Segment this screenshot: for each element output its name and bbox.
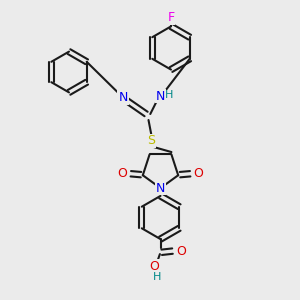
Text: H: H	[153, 272, 162, 282]
Text: N: N	[156, 89, 165, 103]
Text: H: H	[165, 90, 174, 100]
Text: F: F	[167, 11, 175, 24]
Text: S: S	[148, 134, 155, 148]
Text: O: O	[150, 260, 159, 273]
Text: N: N	[156, 182, 165, 195]
Text: O: O	[194, 167, 203, 180]
Text: O: O	[118, 167, 127, 180]
Text: N: N	[118, 91, 128, 104]
Text: O: O	[176, 244, 186, 258]
